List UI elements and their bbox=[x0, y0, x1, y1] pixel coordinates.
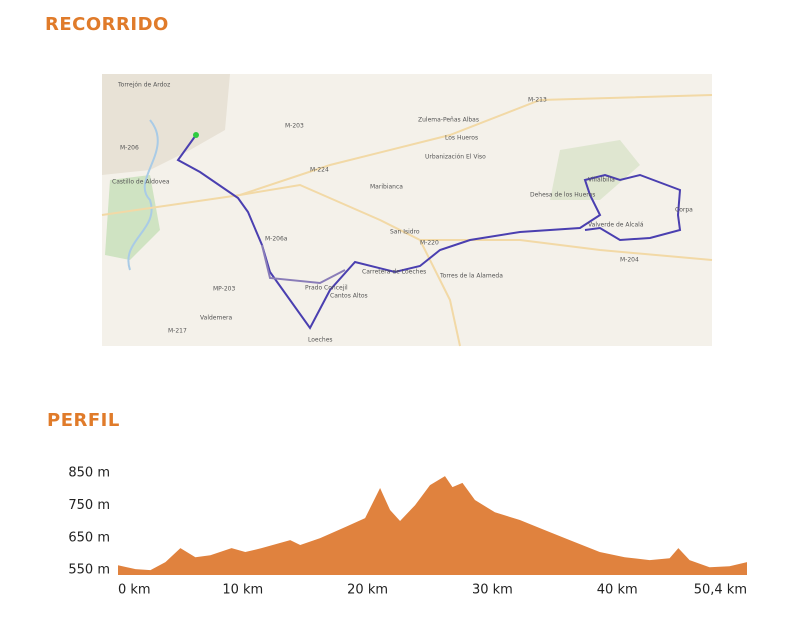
x-tick-label: 20 km bbox=[347, 583, 388, 598]
map-label: M-213 bbox=[528, 97, 547, 104]
map-label: San Isidro bbox=[390, 229, 420, 236]
route-variant bbox=[261, 244, 346, 285]
map-label: M-206 bbox=[120, 145, 139, 152]
map-label: MP-203 bbox=[213, 286, 235, 293]
y-tick-label: 750 m bbox=[68, 498, 110, 513]
map-label: Los Hueros bbox=[445, 135, 478, 142]
route bbox=[176, 134, 682, 330]
profile-title: PERFIL bbox=[47, 410, 120, 431]
urban-area bbox=[102, 74, 230, 175]
map-label: M-206a bbox=[265, 236, 288, 243]
map[interactable] bbox=[101, 74, 713, 347]
map-label: Valverde de Alcalá bbox=[588, 222, 644, 229]
y-tick-label: 550 m bbox=[68, 563, 110, 578]
map-label: Castillo de Aldovea bbox=[112, 179, 170, 186]
elevation-area bbox=[118, 476, 747, 575]
start-point bbox=[193, 132, 199, 138]
map-label: M-217 bbox=[168, 328, 187, 335]
map-label: Loeches bbox=[308, 337, 333, 344]
road bbox=[239, 183, 461, 347]
y-tick-label: 650 m bbox=[68, 530, 110, 545]
map-label: Valdemera bbox=[200, 315, 232, 322]
river bbox=[127, 119, 159, 271]
map-label: Maribianca bbox=[370, 184, 403, 191]
map-label: M-203 bbox=[285, 123, 304, 130]
route-title: RECORRIDO bbox=[45, 14, 169, 35]
map-label: Torres de la Alameda bbox=[439, 273, 503, 280]
x-tick-label: 40 km bbox=[597, 583, 638, 598]
map-label: Prado Concejil bbox=[305, 285, 348, 292]
map-label: M-220 bbox=[420, 240, 439, 247]
map-label: Cantos Altos bbox=[330, 293, 368, 300]
map-label: Dehesa de los Hueros bbox=[530, 192, 595, 199]
map-label: M-204 bbox=[620, 257, 639, 264]
x-tick-label: 0 km bbox=[118, 583, 151, 598]
map-label: M-224 bbox=[310, 167, 329, 174]
map-label: Torrejón de Ardoz bbox=[117, 82, 170, 89]
park bbox=[550, 140, 640, 200]
x-tick-label: 50,4 km bbox=[694, 583, 747, 598]
x-tick-label: 10 km bbox=[222, 583, 263, 598]
map-label: Urbanización El Viso bbox=[425, 154, 486, 161]
map-label: Carretera de Loeches bbox=[362, 269, 426, 276]
x-tick-label: 30 km bbox=[472, 583, 513, 598]
map-label: Zulema-Peñas Albas bbox=[418, 117, 479, 124]
road bbox=[101, 94, 713, 216]
map-label: Villalbilla bbox=[588, 177, 615, 184]
y-tick-label: 850 m bbox=[68, 466, 110, 481]
map-label: Corpa bbox=[675, 207, 693, 214]
